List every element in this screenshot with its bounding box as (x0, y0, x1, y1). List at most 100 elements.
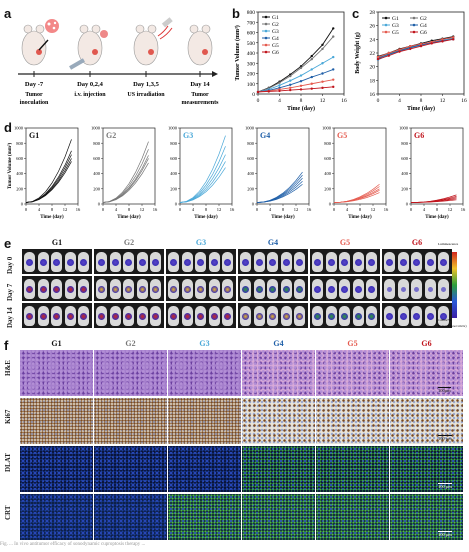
y-tick-label: 1000 (322, 126, 332, 131)
y-tick-label: 600 (170, 156, 178, 161)
histology-row-label-dlat: DLAT (4, 453, 12, 472)
data-point-g6 (332, 85, 335, 89)
x-tick-label: 8 (359, 207, 362, 212)
timeline-event-2: i.v. injection (74, 92, 106, 98)
y-tick-label: 0 (406, 202, 409, 207)
imaging-photo (238, 249, 308, 274)
data-point-g5 (409, 44, 412, 48)
y-tick-label: 800 (93, 141, 101, 146)
imaging-photo (382, 276, 452, 301)
legend-marker (264, 29, 268, 33)
histology-tile (316, 494, 389, 540)
y-tick-label: 800 (170, 141, 178, 146)
histology-tile (20, 446, 93, 492)
series-line-g4 (377, 38, 454, 59)
imaging-photo (22, 276, 92, 301)
data-point-g5 (419, 42, 423, 46)
subplot-title: G4 (260, 131, 270, 140)
x-tick-label: 12 (140, 207, 145, 212)
data-point-g5 (299, 84, 303, 88)
panel-e-bioluminescence: G1 G2 G3 G4 G5 G6 Day 0 Day 7 Day 14 Luminescence… (0, 236, 469, 336)
data-point-g6 (430, 42, 433, 45)
row-label-day-14: Day 14 (6, 307, 14, 328)
x-tick-label: 16 (307, 207, 312, 212)
histology-row-label-crt: CRT (4, 505, 12, 520)
x-tick-label: 4 (423, 207, 426, 212)
data-point-g4 (321, 72, 324, 75)
y-tick-label: 700 (247, 20, 256, 26)
data-point-g6 (267, 90, 270, 93)
x-axis-label: Time (day) (287, 105, 315, 112)
legend-label-g2: G2 (420, 16, 427, 22)
data-point-g3 (332, 55, 335, 59)
x-tick-label: 4 (115, 207, 118, 212)
y-tick-label: 400 (247, 171, 255, 176)
y-tick-label: 0 (252, 92, 255, 98)
timeline-event-3: US irradiation (127, 92, 165, 98)
x-tick-label: 16 (384, 207, 389, 212)
x-tick-label: 8 (420, 98, 423, 104)
imaging-photo (166, 276, 236, 301)
x-tick-label: 0 (410, 207, 413, 212)
scale-title: Luminescence (438, 242, 459, 246)
histology-tile (242, 446, 315, 492)
x-axis-label: Time (day) (194, 215, 218, 220)
imaging-photo (94, 249, 164, 274)
histology-tile (390, 350, 463, 396)
timeline-day-2: Day 0,2,4 (77, 81, 104, 88)
y-tick-label: 1000 (14, 126, 24, 131)
group-label-g3: G3 (195, 238, 207, 247)
y-tick-label: 600 (401, 156, 409, 161)
x-axis-label: Time (day) (425, 215, 449, 220)
figure-caption: Fig. ... In vivo antitumor efficacy of s… (0, 542, 146, 547)
y-axis-label: Tumor Volume (mm³) (7, 143, 13, 190)
x-tick-label: 16 (461, 207, 466, 212)
data-point-g2 (310, 57, 313, 61)
data-point-g6 (387, 54, 390, 57)
legend-marker (264, 15, 268, 19)
data-point-g6 (409, 47, 412, 51)
mouse-curve (102, 149, 149, 203)
x-tick-label: 12 (217, 207, 222, 212)
data-point-g5 (441, 38, 444, 41)
subplot-g5: 0 4 8 12 16 0 200 400 600 800 1000 Time (day) G5 (322, 126, 389, 220)
timeline-day-4: Day 14 (190, 81, 210, 88)
scale-unit-label: Radiance (p/sec/cm²/sr) (438, 324, 467, 328)
x-tick-label: 0 (102, 207, 105, 212)
data-point-g2 (289, 74, 292, 78)
group-label-g6: G6 (411, 238, 423, 247)
histology-tile (94, 446, 167, 492)
histology-tile (390, 446, 463, 492)
mouse-curve (25, 161, 72, 203)
data-point-g6 (441, 40, 444, 43)
series-line-g2 (257, 36, 334, 93)
legend-label-g6: G6 (420, 30, 427, 36)
x-tick-label: 8 (282, 207, 285, 212)
y-tick-label: 800 (247, 10, 256, 16)
data-point-g6 (321, 86, 324, 90)
x-tick-label: 4 (269, 207, 272, 212)
data-point-g5 (289, 86, 292, 90)
data-point-g6 (310, 87, 313, 90)
histology-tile (242, 398, 315, 444)
x-tick-label: 0 (256, 207, 259, 212)
histology-row-label-he: H&E (4, 360, 12, 376)
series-line-g4 (257, 68, 334, 93)
y-tick-label: 22 (370, 51, 376, 57)
timeline-day-1: Day -7 (25, 81, 44, 88)
legend-label-g3: G3 (392, 23, 399, 29)
imaging-photo (382, 249, 452, 274)
y-tick-label: 0 (252, 202, 255, 207)
y-tick-label: 400 (324, 171, 332, 176)
data-point-g6 (376, 57, 380, 61)
y-tick-label: 200 (324, 186, 332, 191)
imaging-photo (310, 276, 380, 301)
y-axis-label: Tumor Volume (mm³) (234, 25, 241, 80)
x-tick-label: 4 (346, 207, 349, 212)
y-tick-label: 1000 (399, 126, 409, 131)
histology-group-label-g2: G2 (125, 339, 136, 348)
x-tick-label: 0 (257, 98, 260, 104)
histology-tile (20, 398, 93, 444)
legend-marker (264, 43, 268, 47)
mouse-curve (333, 192, 380, 203)
